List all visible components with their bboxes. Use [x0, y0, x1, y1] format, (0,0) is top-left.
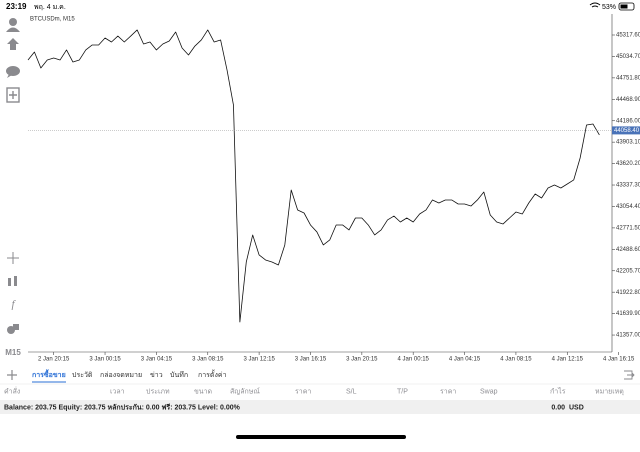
x-tick-label: 3 Jan 00:15 [89, 357, 121, 363]
y-tick-label: 42771.50 [616, 225, 640, 231]
crosshair-icon[interactable] [7, 252, 19, 264]
x-tick-label: 4 Jan 08:15 [500, 357, 532, 363]
table-header: คำสั่ง เวลา ประเภท ขนาด สัญลักษณ์ ราคา S/L T/P ร… [4, 386, 624, 395]
x-tick-label: 3 Jan 16:15 [295, 357, 327, 363]
x-tick-label: 3 Jan 12:15 [243, 357, 275, 363]
x-tick-label: 2 Jan 20:15 [38, 357, 70, 363]
y-tick-label: 43054.40 [616, 204, 640, 210]
y-tick-label: 41357.00 [616, 333, 640, 339]
tab[interactable]: กล่องจดหมาย [100, 372, 142, 379]
x-tick-label: 3 Jan 20:15 [346, 357, 378, 363]
chat-icon[interactable] [6, 66, 20, 78]
chart: 45317.60 45034.70 44751.80 44468.90 44186.00… [27, 29, 640, 363]
add-button[interactable] [7, 370, 17, 380]
y-tick-label: 42488.60 [616, 247, 640, 253]
new-chart-icon[interactable] [6, 87, 20, 103]
indicator-icon[interactable]: f [11, 299, 16, 311]
x-tick-label: 3 Jan 08:15 [192, 357, 224, 363]
account-summary: Balance: 203.75 Equity: 203.75 หลักประกั… [4, 403, 241, 411]
y-tick-label: 41639.90 [616, 311, 640, 317]
trade-icon[interactable] [7, 38, 19, 50]
y-tick-label: 45034.70 [616, 54, 640, 60]
column-header: S/L [346, 388, 357, 395]
price-line [27, 29, 600, 323]
x-tick-label: 4 Jan 04:15 [449, 357, 481, 363]
account-currency: USD [569, 404, 584, 411]
y-tick-label: 44751.80 [616, 75, 640, 81]
y-tick-label: 44186.00 [616, 118, 640, 124]
y-tick-label: 45317.60 [616, 33, 640, 39]
last-price-box [612, 126, 640, 135]
y-tick-label: 44468.90 [616, 97, 640, 103]
column-header: Swap [480, 388, 498, 395]
timeframe[interactable]: M15 [5, 348, 21, 357]
tab[interactable]: บันทึก [170, 370, 188, 379]
tab[interactable]: การตั้งค่า [198, 368, 227, 379]
column-header: เวลา [110, 388, 125, 395]
y-tick-label: 43337.30 [616, 183, 640, 189]
tabs: การซื้อขาย ประวัติ กล่องจดหมาย ข่าว บันทึก กา… [32, 368, 227, 383]
home-indicator [236, 435, 406, 439]
column-header: ราคา [295, 388, 311, 395]
column-header: คำสั่ง [4, 386, 20, 395]
status-date: พฤ. 4 ม.ค. [34, 4, 66, 11]
toolbar: f [6, 18, 20, 334]
x-tick-label: 4 Jan 16:15 [603, 357, 635, 363]
column-header: ขนาด [194, 388, 212, 395]
last-price-label: 44058.40 [614, 128, 640, 134]
account-bar [0, 400, 640, 414]
y-tick-label: 43620.20 [616, 161, 640, 167]
column-header: กำไร [550, 386, 566, 395]
status-battery: 53% [602, 4, 616, 11]
column-header: T/P [397, 388, 408, 395]
export-icon[interactable] [624, 370, 635, 380]
account-icon[interactable] [6, 18, 20, 32]
tab[interactable]: การซื้อขาย [32, 368, 66, 379]
chart-title: BTCUSDm, M15 [30, 17, 75, 23]
y-tick-label: 41922.80 [616, 290, 640, 296]
y-tick-label: 43903.10 [616, 140, 640, 146]
column-header: สัญลักษณ์ [230, 387, 260, 395]
column-header: ราคา [440, 388, 456, 395]
column-header: หมายเหตุ [595, 388, 624, 395]
x-tick-label: 3 Jan 04:15 [141, 357, 173, 363]
status-time: 23:19 [6, 2, 27, 11]
y-tick-label: 42205.70 [616, 268, 640, 274]
tab[interactable]: ประวัติ [72, 371, 93, 379]
x-tick-label: 4 Jan 00:15 [398, 357, 430, 363]
column-header: ประเภท [146, 388, 170, 395]
wifi-icon [589, 2, 601, 8]
account-profit: 0.00 [551, 404, 565, 411]
tab[interactable]: ข่าว [150, 372, 163, 379]
battery-level [620, 4, 628, 9]
battery-icon [618, 2, 635, 11]
objects-icon[interactable] [7, 324, 19, 334]
x-tick-label: 4 Jan 12:15 [552, 357, 584, 363]
candles-icon[interactable] [8, 276, 17, 286]
